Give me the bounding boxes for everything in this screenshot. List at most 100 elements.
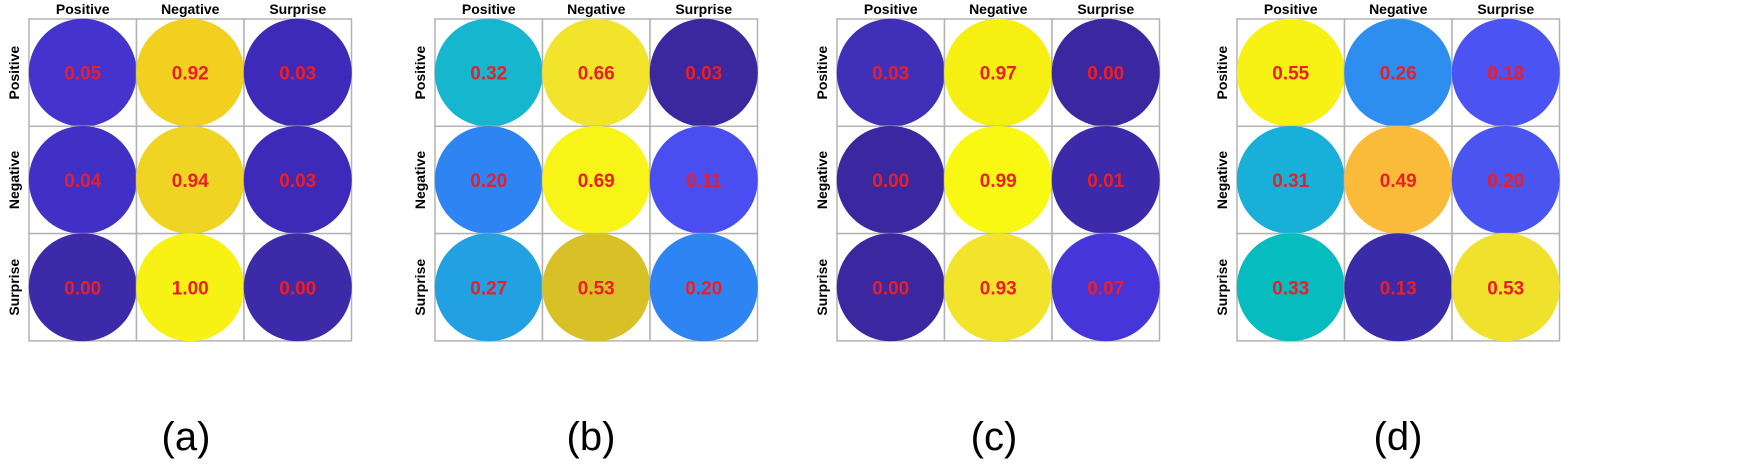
value-circle (649, 233, 758, 342)
column-label: Negative (969, 1, 1028, 17)
row-label: Surprise (814, 259, 830, 316)
value-circle (243, 125, 352, 234)
cell-value-label: 0.20 (470, 171, 507, 192)
heatmap-panel-c: 0.03 0.97 0.00 0.00 0.99 0.01 0.00 0.93 0.07 Posi… (814, 1, 1161, 459)
value-circle (1236, 233, 1345, 342)
panel-caption: (a) (162, 415, 211, 459)
row-label: Surprise (1214, 259, 1230, 316)
value-circle (836, 18, 945, 127)
heatmap-panel-a: 0.05 0.92 0.03 0.04 0.94 0.03 0.00 1.00 0.00 Posi… (6, 1, 353, 459)
cell-value-label: 0.53 (578, 278, 615, 299)
cell-value-label: 0.03 (685, 64, 722, 85)
value-circle (1344, 125, 1453, 234)
value-circle (649, 125, 758, 234)
value-circle (28, 125, 137, 234)
cell-value-label: 0.00 (64, 278, 101, 299)
column-label: Positive (462, 1, 516, 17)
panel-caption: (b) (567, 415, 616, 459)
cell-value-label: 0.05 (64, 64, 101, 85)
heatmap-panel-b: 0.32 0.66 0.03 0.20 0.69 0.11 0.27 0.53 0.20 Posi… (412, 1, 759, 459)
value-circle (836, 125, 945, 234)
column-label: Surprise (269, 1, 326, 17)
cell-value-label: 0.97 (980, 64, 1017, 85)
cell-value-label: 0.20 (1487, 171, 1524, 192)
value-circle (136, 233, 245, 342)
cell-value-label: 0.03 (872, 64, 909, 85)
column-label: Positive (56, 1, 110, 17)
cell-value-label: 0.49 (1380, 171, 1417, 192)
value-circle (434, 18, 543, 127)
cell-value-label: 0.32 (470, 64, 507, 85)
cell-value-label: 0.93 (980, 278, 1017, 299)
cell-value-label: 0.01 (1087, 171, 1124, 192)
value-circle (1236, 18, 1345, 127)
column-label: Negative (567, 1, 626, 17)
value-circle (1051, 233, 1160, 342)
value-circle (649, 18, 758, 127)
row-label: Negative (6, 151, 22, 210)
cell-value-label: 0.33 (1272, 278, 1309, 299)
value-circle (1451, 18, 1560, 127)
cell-value-label: 0.94 (172, 171, 209, 192)
value-circle (944, 125, 1053, 234)
cell-value-label: 0.00 (279, 278, 316, 299)
value-circle (1236, 125, 1345, 234)
cell-value-label: 0.26 (1380, 64, 1417, 85)
row-label: Surprise (412, 259, 428, 316)
heatmap-panel-d: 0.55 0.26 0.18 0.31 0.49 0.20 0.33 0.13 0.53 Posi… (1214, 1, 1561, 459)
row-label: Negative (814, 151, 830, 210)
value-circle (28, 18, 137, 127)
value-circle (1451, 233, 1560, 342)
cell-value-label: 0.04 (64, 171, 101, 192)
cell-value-label: 0.03 (279, 64, 316, 85)
value-circle (136, 18, 245, 127)
value-circle (136, 125, 245, 234)
cell-value-label: 0.92 (172, 64, 209, 85)
value-circle (434, 125, 543, 234)
row-label: Positive (6, 46, 22, 100)
cell-value-label: 0.13 (1380, 278, 1417, 299)
value-circle (243, 233, 352, 342)
column-label: Surprise (1477, 1, 1534, 17)
column-label: Surprise (675, 1, 732, 17)
value-circle (1051, 18, 1160, 127)
value-circle (243, 18, 352, 127)
value-circle (836, 233, 945, 342)
row-label: Positive (412, 46, 428, 100)
value-circle (1344, 18, 1453, 127)
cell-value-label: 0.53 (1487, 278, 1524, 299)
value-circle (542, 125, 651, 234)
value-circle (1051, 125, 1160, 234)
cell-value-label: 0.11 (686, 171, 722, 192)
value-circle (1451, 125, 1560, 234)
cell-value-label: 0.31 (1272, 171, 1309, 192)
value-circle (944, 233, 1053, 342)
cell-value-label: 0.27 (470, 278, 507, 299)
value-circle (542, 233, 651, 342)
cell-value-label: 0.20 (685, 278, 722, 299)
value-circle (434, 233, 543, 342)
panel-caption: (c) (971, 415, 1018, 459)
cell-value-label: 0.00 (872, 171, 909, 192)
column-label: Positive (1264, 1, 1318, 17)
cell-value-label: 0.55 (1272, 64, 1309, 85)
row-label: Negative (1214, 151, 1230, 210)
cell-value-label: 0.00 (872, 278, 909, 299)
row-label: Positive (814, 46, 830, 100)
value-circle (1344, 233, 1453, 342)
row-label: Surprise (6, 259, 22, 316)
cell-value-label: 0.99 (980, 171, 1017, 192)
cell-value-label: 0.03 (279, 171, 316, 192)
value-circle (944, 18, 1053, 127)
cell-value-label: 0.18 (1487, 64, 1524, 85)
cell-value-label: 0.66 (578, 64, 615, 85)
column-label: Positive (864, 1, 918, 17)
cell-value-label: 0.00 (1087, 64, 1124, 85)
cell-value-label: 1.00 (172, 278, 209, 299)
row-label: Negative (412, 151, 428, 210)
column-label: Surprise (1077, 1, 1134, 17)
row-label: Positive (1214, 46, 1230, 100)
column-label: Negative (1369, 1, 1428, 17)
value-circle (542, 18, 651, 127)
